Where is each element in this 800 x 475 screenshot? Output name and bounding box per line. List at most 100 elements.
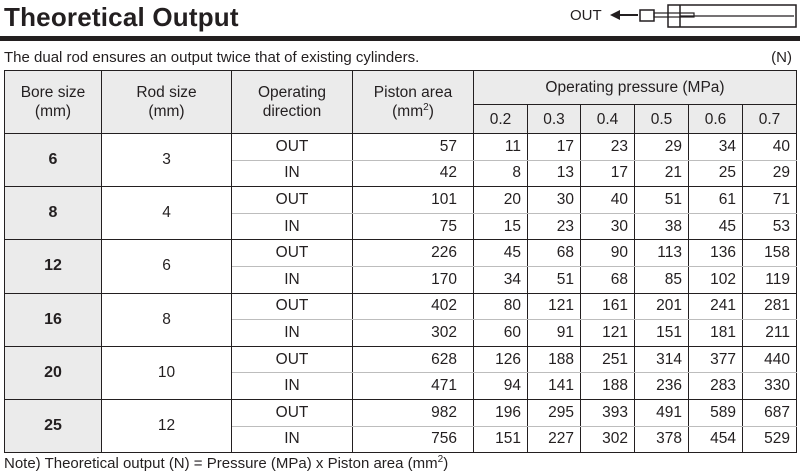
header-operating-pressure: Operating pressure (MPa) (473, 70, 797, 105)
output-value-cell: 491 (634, 398, 689, 427)
output-value-cell: 11 (473, 133, 528, 161)
output-value-cell: 23 (580, 133, 635, 161)
piston-area-cell: 402 (352, 292, 474, 321)
footnote: Note) Theoretical output (N) = Pressure … (4, 454, 449, 473)
piston-area-cell: 628 (352, 345, 474, 374)
output-value-cell: 21 (634, 159, 689, 188)
output-value-cell: 121 (527, 292, 581, 321)
rod-size-cell: 10 (101, 345, 232, 400)
output-value-cell: 119 (742, 265, 797, 294)
output-value-cell: 241 (688, 292, 743, 321)
output-value-cell: 151 (473, 425, 528, 454)
page-title: Theoretical Output (4, 2, 239, 32)
output-value-cell: 30 (527, 186, 581, 214)
output-value-cell: 68 (527, 239, 581, 267)
output-value-cell: 377 (688, 345, 743, 374)
piston-area-cell: 75 (352, 212, 474, 241)
output-value-cell: 236 (634, 372, 689, 400)
output-value-cell: 29 (742, 159, 797, 188)
rod-size-cell: 4 (101, 186, 232, 241)
piston-area-cell: 471 (352, 372, 474, 400)
table-row: IN 75 15 23 30 38 45 53 (5, 212, 797, 241)
output-value-cell: 126 (473, 345, 528, 374)
output-value-cell: 61 (688, 186, 743, 214)
subtitle: The dual rod ensures an output twice tha… (4, 49, 420, 66)
cylinder-arrow-icon: OUT (570, 4, 797, 28)
table-row: 20 10 OUT 628 126 188 251 314 377 440 (4, 345, 797, 400)
output-value-cell: 23 (527, 212, 581, 241)
output-value-cell: 141 (527, 372, 581, 400)
table-row: 16 8 OUT 402 80 121 161 201 241 281 (4, 292, 797, 347)
direction-cell: IN (231, 319, 353, 347)
table-row: 6 3 OUT 57 11 17 23 29 34 40 (4, 132, 797, 188)
theoretical-output-table: Bore size (mm) Rod size (mm) Operating dire… (4, 70, 797, 454)
table-row: 8 4 OUT 101 20 30 40 51 61 71 (4, 186, 797, 241)
output-value-cell: 30 (580, 212, 635, 241)
output-value-cell: 51 (527, 265, 581, 294)
table-row: 12 6 OUT 226 45 68 90 113 136 158 (4, 239, 797, 294)
output-value-cell: 201 (634, 292, 689, 321)
out-label: OUT (570, 7, 602, 24)
bore-size-cell: 20 (4, 345, 102, 400)
output-value-cell: 90 (580, 239, 635, 267)
output-value-cell: 53 (742, 212, 797, 241)
output-value-cell: 60 (473, 319, 528, 347)
output-value-cell: 196 (473, 398, 528, 427)
direction-cell: OUT (231, 186, 353, 214)
direction-cell: OUT (231, 292, 353, 321)
output-value-cell: 211 (742, 319, 797, 347)
direction-cell: IN (231, 159, 353, 188)
output-value-cell: 393 (580, 398, 635, 427)
piston-area-cell: 756 (352, 425, 474, 454)
output-value-cell: 51 (634, 186, 689, 214)
output-value-cell: 188 (580, 372, 635, 400)
output-value-cell: 45 (473, 239, 528, 267)
table-row: 25 12 OUT 982 196 295 393 491 589 687 (4, 398, 797, 454)
output-value-cell: 38 (634, 212, 689, 241)
piston-area-cell: 982 (352, 398, 474, 427)
direction-cell: OUT (231, 345, 353, 374)
header-pressure-0.7: 0.7 (742, 104, 797, 134)
output-value-cell: 188 (527, 345, 581, 374)
direction-cell: IN (231, 372, 353, 400)
output-value-cell: 45 (688, 212, 743, 241)
title-rule (0, 36, 800, 41)
header-pressure-0.4: 0.4 (580, 104, 635, 134)
output-value-cell: 94 (473, 372, 528, 400)
output-value-cell: 136 (688, 239, 743, 267)
direction-cell: IN (231, 425, 353, 454)
output-value-cell: 102 (688, 265, 743, 294)
table-row: IN 302 60 91 121 151 181 211 (5, 319, 797, 347)
piston-area-cell: 42 (352, 159, 474, 188)
rod-size-cell: 12 (101, 398, 232, 454)
table-row: IN 756 151 227 302 378 454 529 (5, 425, 797, 454)
bore-size-cell: 12 (4, 239, 102, 294)
header-pressure-0.5: 0.5 (634, 104, 689, 134)
output-value-cell: 80 (473, 292, 528, 321)
direction-cell: IN (231, 265, 353, 294)
output-value-cell: 8 (473, 159, 528, 188)
header-bore-size: Bore size (mm) (4, 70, 102, 134)
output-value-cell: 25 (688, 159, 743, 188)
header-operating-direction: Operating direction (231, 70, 353, 134)
output-value-cell: 20 (473, 186, 528, 214)
direction-cell: IN (231, 212, 353, 241)
output-value-cell: 227 (527, 425, 581, 454)
output-value-cell: 529 (742, 425, 797, 454)
direction-cell: OUT (231, 239, 353, 267)
direction-cell: OUT (231, 133, 353, 161)
table-row: IN 471 94 141 188 236 283 330 (5, 372, 797, 400)
bore-size-cell: 25 (4, 398, 102, 454)
output-value-cell: 302 (580, 425, 635, 454)
output-value-cell: 34 (688, 133, 743, 161)
bore-size-cell: 8 (4, 186, 102, 241)
header-rod-size: Rod size (mm) (101, 70, 232, 134)
output-value-cell: 440 (742, 345, 797, 374)
output-value-cell: 13 (527, 159, 581, 188)
header-pressure-0.3: 0.3 (527, 104, 581, 134)
output-value-cell: 158 (742, 239, 797, 267)
header-pressure-0.6: 0.6 (688, 104, 743, 134)
piston-area-cell: 57 (352, 133, 474, 161)
output-value-cell: 34 (473, 265, 528, 294)
output-value-cell: 589 (688, 398, 743, 427)
